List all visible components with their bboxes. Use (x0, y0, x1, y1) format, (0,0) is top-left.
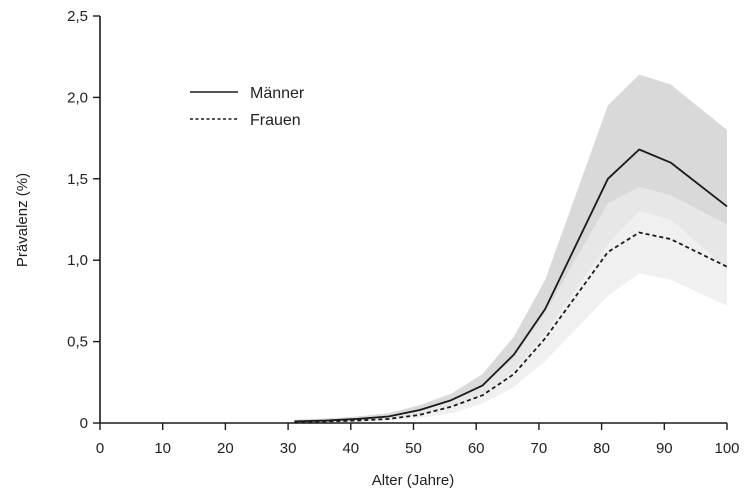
legend-label-frauen: Frauen (250, 112, 301, 129)
y-ticks: 0 0,5 1,0 1,5 2,0 2,5 (67, 8, 100, 432)
x-tick-label: 80 (593, 440, 610, 457)
x-tick-label: 60 (468, 440, 485, 457)
y-tick-label: 1,0 (67, 252, 88, 269)
x-tick-label: 100 (714, 440, 739, 457)
x-tick-label: 20 (217, 440, 234, 457)
x-tick-label: 70 (531, 440, 548, 457)
x-tick-label: 0 (96, 440, 104, 457)
y-tick-label: 0,5 (67, 334, 88, 351)
x-tick-label: 30 (280, 440, 297, 457)
band-frauen (294, 186, 727, 423)
x-tick-label: 90 (656, 440, 673, 457)
y-tick-label: 0 (80, 415, 88, 432)
series-lines (294, 148, 728, 424)
legend: Männer Frauen (190, 85, 305, 129)
confidence-bands (294, 74, 727, 423)
x-tick-label: 50 (405, 440, 422, 457)
legend-label-maenner: Männer (250, 85, 305, 102)
x-ticks: 0 10 20 30 40 50 60 70 80 90 100 (96, 423, 740, 457)
band-mnner (294, 74, 727, 423)
y-tick-label: 2,5 (67, 8, 88, 25)
line-mnner (294, 148, 728, 423)
y-tick-label: 1,5 (67, 171, 88, 188)
line-frauen (294, 231, 728, 424)
x-tick-label: 40 (342, 440, 359, 457)
y-axis-title: Prävalenz (%) (14, 173, 31, 267)
x-axis-title: Alter (Jahre) (372, 472, 455, 489)
y-tick-label: 2,0 (67, 89, 88, 106)
x-tick-label: 10 (154, 440, 171, 457)
